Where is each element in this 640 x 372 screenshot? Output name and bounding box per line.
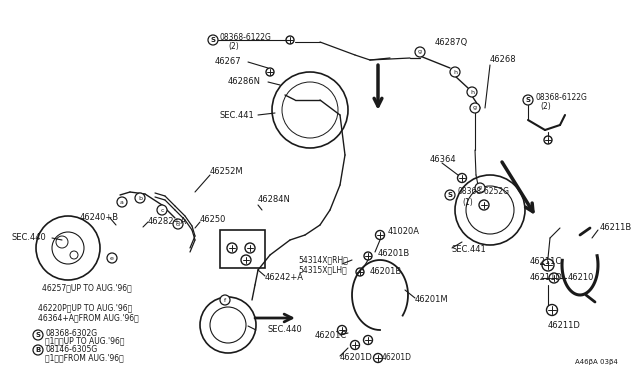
Text: 46211B: 46211B — [600, 224, 632, 232]
Circle shape — [415, 47, 425, 57]
Text: SEC.440: SEC.440 — [268, 326, 303, 334]
Text: 46201M: 46201M — [415, 295, 449, 305]
Circle shape — [117, 197, 127, 207]
Text: 08368-6302G: 08368-6302G — [45, 328, 97, 337]
Text: 46282+A: 46282+A — [148, 218, 187, 227]
Text: 46201B: 46201B — [370, 267, 403, 276]
Text: 46240+B: 46240+B — [80, 214, 119, 222]
Text: 08368-6252G: 08368-6252G — [458, 187, 510, 196]
Text: S: S — [35, 332, 40, 338]
Text: f: f — [224, 298, 226, 302]
Text: h: h — [470, 90, 474, 94]
Text: 46201B: 46201B — [378, 250, 410, 259]
Text: e: e — [110, 256, 114, 260]
Text: A46βA 03β4: A46βA 03β4 — [575, 359, 618, 365]
Text: g: g — [478, 186, 482, 190]
Circle shape — [475, 183, 485, 193]
Text: 46210: 46210 — [568, 273, 595, 282]
Text: 46201C: 46201C — [315, 330, 348, 340]
Text: 08146-6305G: 08146-6305G — [45, 346, 97, 355]
Text: 46242+A: 46242+A — [265, 273, 304, 282]
Text: S: S — [525, 97, 531, 103]
Text: d: d — [176, 221, 180, 227]
Text: 46211C: 46211C — [530, 257, 563, 266]
Text: 08368-6122G: 08368-6122G — [536, 93, 588, 102]
Text: 41020A: 41020A — [388, 228, 420, 237]
Text: 46211D: 46211D — [530, 273, 563, 282]
Text: SEC.441: SEC.441 — [220, 110, 255, 119]
Text: 46364+A〈FROM AUG.'96〉: 46364+A〈FROM AUG.'96〉 — [38, 314, 139, 323]
Text: 46257〈UP TO AUG.'96〉: 46257〈UP TO AUG.'96〉 — [42, 283, 132, 292]
Text: 46250: 46250 — [200, 215, 227, 224]
Text: 46201D: 46201D — [382, 353, 412, 362]
Text: g: g — [473, 106, 477, 110]
Circle shape — [135, 193, 145, 203]
Text: 46252M: 46252M — [210, 167, 244, 176]
Text: (2): (2) — [228, 42, 239, 51]
Text: 〈1〉〈FROM AUG.'96〉: 〈1〉〈FROM AUG.'96〉 — [45, 353, 124, 362]
Text: 54315X〈LH〉: 54315X〈LH〉 — [298, 266, 347, 275]
Text: 46201D: 46201D — [340, 353, 373, 362]
Circle shape — [173, 219, 183, 229]
Text: B: B — [35, 347, 40, 353]
Text: SEC.440: SEC.440 — [12, 234, 47, 243]
Circle shape — [157, 205, 167, 215]
Text: a: a — [120, 199, 124, 205]
Text: 46220P〈UP TO AUG.'96〉: 46220P〈UP TO AUG.'96〉 — [38, 304, 132, 312]
Circle shape — [467, 87, 477, 97]
Text: b: b — [138, 196, 142, 201]
Text: h: h — [453, 70, 457, 74]
Text: 46286N: 46286N — [228, 77, 261, 87]
Text: 〈1〉〈UP TO AUG.'96〉: 〈1〉〈UP TO AUG.'96〉 — [45, 337, 125, 346]
Text: (1): (1) — [462, 198, 473, 206]
Text: c: c — [160, 208, 164, 212]
Circle shape — [107, 253, 117, 263]
Text: S: S — [447, 192, 452, 198]
Text: 46364: 46364 — [430, 155, 456, 164]
FancyBboxPatch shape — [220, 230, 265, 268]
Text: 46267: 46267 — [215, 58, 242, 67]
Text: 08368-6122G: 08368-6122G — [220, 32, 272, 42]
Text: 46211D: 46211D — [548, 321, 581, 330]
Text: SEC.441: SEC.441 — [452, 246, 487, 254]
Text: 46287Q: 46287Q — [435, 38, 468, 46]
Text: g: g — [418, 49, 422, 55]
Text: (2): (2) — [540, 103, 551, 112]
Text: S: S — [211, 37, 216, 43]
Text: 46284N: 46284N — [258, 196, 291, 205]
Circle shape — [450, 67, 460, 77]
Circle shape — [220, 295, 230, 305]
Circle shape — [470, 103, 480, 113]
Text: 54314X〈RH〉: 54314X〈RH〉 — [298, 256, 348, 264]
Text: 46268: 46268 — [490, 55, 516, 64]
